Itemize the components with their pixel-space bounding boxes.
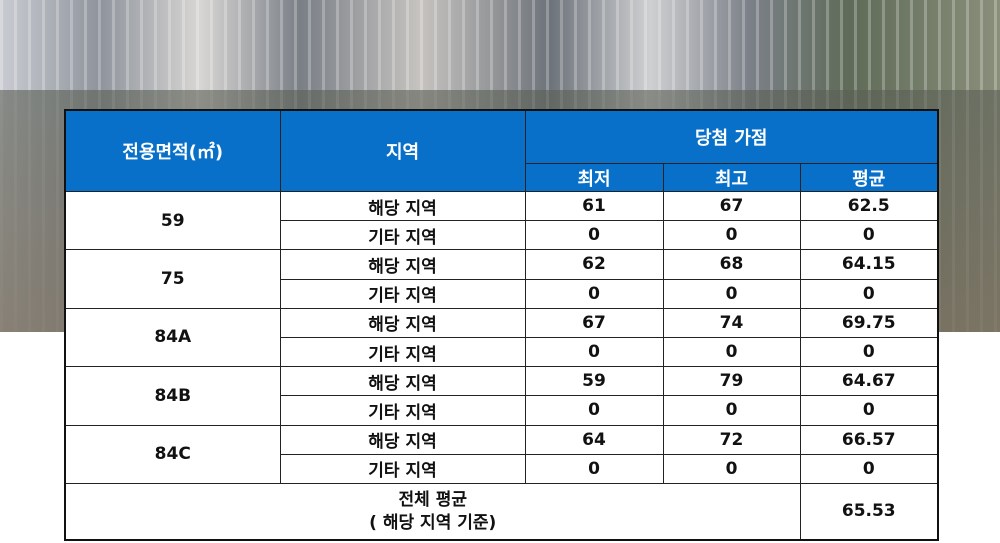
table-row: 기타 지역 0 0 0 bbox=[65, 395, 939, 426]
min-cell: 0 bbox=[524, 220, 664, 251]
total-value: 65.53 bbox=[799, 483, 939, 541]
area-cell: 84B bbox=[64, 366, 281, 426]
min-cell: 0 bbox=[524, 336, 664, 368]
min-cell: 61 bbox=[524, 190, 664, 222]
table-row: 84A 해당 지역 67 74 69.75 bbox=[64, 307, 939, 368]
table-row: 기타 지역 0 0 0 bbox=[65, 453, 939, 485]
table-row: 59 해당 지역 61 67 62.5 bbox=[64, 190, 939, 251]
area-cell: 84A bbox=[64, 307, 281, 368]
avg-cell: 69.75 bbox=[799, 307, 939, 338]
avg-cell: 62.5 bbox=[799, 190, 939, 222]
region-cell: 기타 지역 bbox=[279, 395, 526, 426]
max-cell: 79 bbox=[662, 366, 801, 397]
avg-cell: 66.57 bbox=[799, 424, 939, 455]
table-row: 75 해당 지역 62 68 64.15 bbox=[64, 249, 939, 309]
min-cell: 0 bbox=[524, 278, 664, 309]
max-cell: 0 bbox=[662, 336, 801, 368]
region-cell: 해당 지역 bbox=[279, 366, 526, 397]
avg-cell: 64.15 bbox=[799, 249, 939, 280]
max-cell: 0 bbox=[662, 453, 801, 485]
max-cell: 68 bbox=[662, 249, 801, 280]
min-cell: 0 bbox=[524, 395, 664, 426]
avg-cell: 0 bbox=[799, 336, 939, 368]
area-cell: 59 bbox=[64, 190, 281, 251]
total-row: 전체 평균( 해당 지역 기준) 65.53 bbox=[64, 483, 939, 541]
area-cell: 84C bbox=[64, 424, 281, 484]
max-cell: 74 bbox=[662, 307, 801, 338]
max-cell: 67 bbox=[662, 190, 801, 222]
region-cell: 해당 지역 bbox=[279, 424, 526, 455]
avg-cell: 0 bbox=[799, 453, 939, 485]
region-cell: 해당 지역 bbox=[279, 190, 526, 222]
min-cell: 62 bbox=[524, 249, 664, 280]
min-cell: 59 bbox=[524, 366, 664, 397]
max-cell: 0 bbox=[662, 395, 801, 426]
header-area: 전용면적(㎡) bbox=[64, 109, 281, 192]
table-row: 기타 지역 0 0 0 bbox=[65, 278, 939, 309]
header-min: 최저 bbox=[524, 163, 664, 192]
region-cell: 기타 지역 bbox=[279, 336, 526, 368]
header-region: 지역 bbox=[279, 109, 526, 192]
region-cell: 기타 지역 bbox=[279, 278, 526, 309]
avg-cell: 0 bbox=[799, 395, 939, 426]
avg-cell: 0 bbox=[799, 220, 939, 251]
region-cell: 기타 지역 bbox=[279, 220, 526, 251]
header-max: 최고 bbox=[662, 163, 801, 192]
table-row: 84B 해당 지역 59 79 64.67 bbox=[64, 366, 939, 426]
area-cell: 75 bbox=[64, 249, 281, 309]
header-score-group: 당첨 가점 bbox=[524, 109, 939, 164]
min-cell: 0 bbox=[524, 453, 664, 485]
min-cell: 67 bbox=[524, 307, 664, 338]
winning-score-table: 전용면적(㎡) 지역 당첨 가점 최저 최고 평균 59 해당 지역 61 67 62.… bbox=[64, 109, 939, 541]
table-row: 84C 해당 지역 64 72 66.57 bbox=[64, 424, 939, 484]
total-label-line1: 전체 평균 bbox=[398, 490, 467, 511]
max-cell: 0 bbox=[662, 278, 801, 309]
max-cell: 72 bbox=[662, 424, 801, 455]
min-cell: 64 bbox=[524, 424, 664, 455]
region-cell: 기타 지역 bbox=[279, 453, 526, 485]
total-label-line2: ( 해당 지역 기준) bbox=[369, 512, 497, 533]
avg-cell: 0 bbox=[799, 278, 939, 309]
header-avg: 평균 bbox=[799, 163, 939, 192]
region-cell: 해당 지역 bbox=[279, 307, 526, 338]
avg-cell: 64.67 bbox=[799, 366, 939, 397]
total-label: 전체 평균( 해당 지역 기준) bbox=[64, 483, 801, 541]
max-cell: 0 bbox=[662, 220, 801, 251]
region-cell: 해당 지역 bbox=[279, 249, 526, 280]
